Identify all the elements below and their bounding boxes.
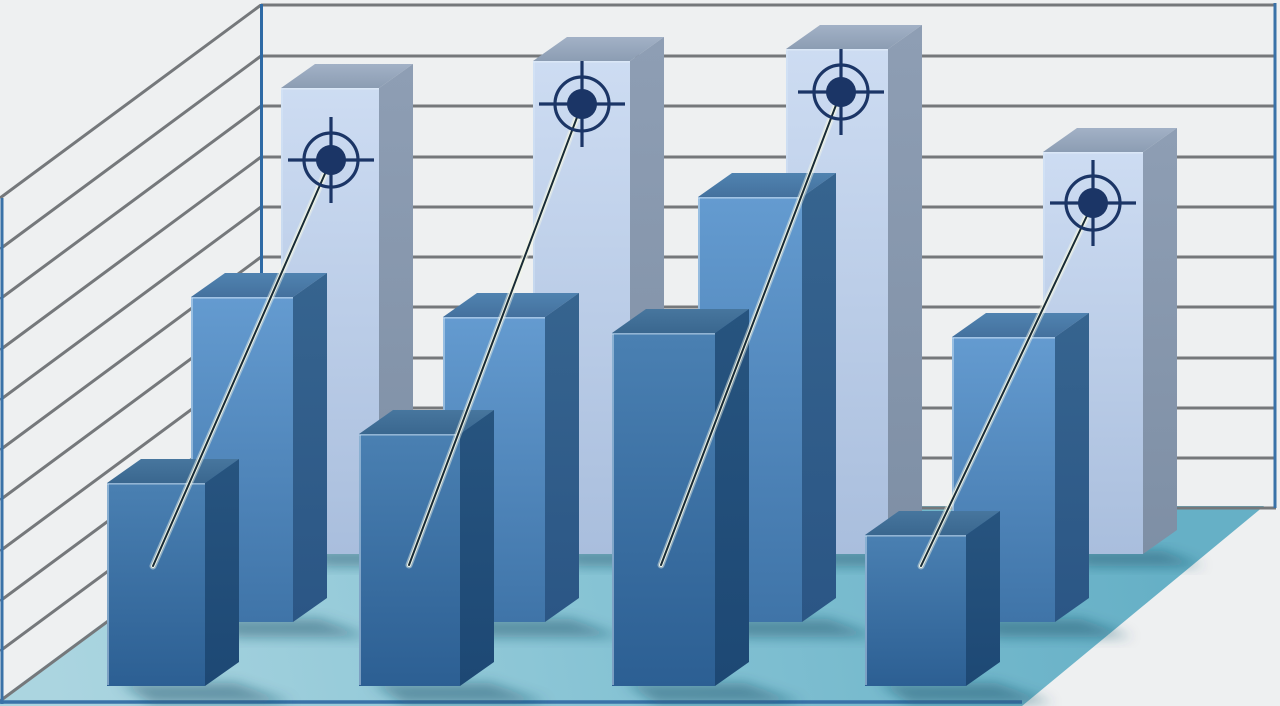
bar-front-face [107,483,205,686]
bar-side-face [293,273,327,622]
connector-line [920,202,1094,567]
bar-top-face [865,511,1000,535]
connector-line [408,103,583,566]
grid-line-left-wall [0,205,262,402]
bar-top-face [786,25,922,49]
bar-shadow [964,619,1133,637]
grid-line-left-wall [0,104,262,301]
target-disc [567,89,597,119]
target-disc [826,77,856,107]
target-icon [288,117,374,203]
grid-line-left-wall [0,3,262,200]
bar-side-face [1055,313,1089,622]
target-disc [316,145,346,175]
bar-front-face [865,535,966,686]
bar-side-face [545,293,579,622]
target-icon [1050,160,1136,246]
bar-shadow [877,683,1054,703]
grid-line-left-wall [0,155,262,352]
target-ring [553,75,611,133]
bar-shadow [203,619,371,637]
bar-shadow [1055,551,1205,566]
target-disc [1078,188,1108,218]
bar-side-face [802,173,836,622]
target-ring [812,63,870,121]
bar-shadow [624,683,803,703]
bar-top-face [952,313,1089,337]
connector-lines [149,88,1097,570]
bar-top-face [191,273,327,297]
bar-side-face [1143,128,1177,554]
bar-side-face [888,25,922,554]
bar-shadow [371,683,548,703]
bar-top-face [612,309,749,333]
bar-front-face [612,333,715,686]
connector-line [660,91,842,566]
bar-shadow [710,619,880,637]
bar-top-face [1043,128,1177,152]
bar-front-2 [359,410,548,703]
target-ring [302,131,360,189]
grid-line-left-wall [0,54,262,251]
bar-side-face [205,459,239,686]
connector-line [152,159,332,567]
bar-side-face [966,511,1000,686]
target-icon [798,49,884,135]
target-icon [539,61,625,147]
bar-shadow [455,619,623,637]
bar-top-face [281,64,413,88]
bar-front-4 [865,511,1054,703]
bar-top-face [533,37,664,61]
target-ring [1064,174,1122,232]
bar-side-face [460,410,494,686]
bar-shadow [119,683,293,703]
bar-top-face [107,459,239,483]
bar-side-face [715,309,749,686]
bar-top-face [443,293,579,317]
